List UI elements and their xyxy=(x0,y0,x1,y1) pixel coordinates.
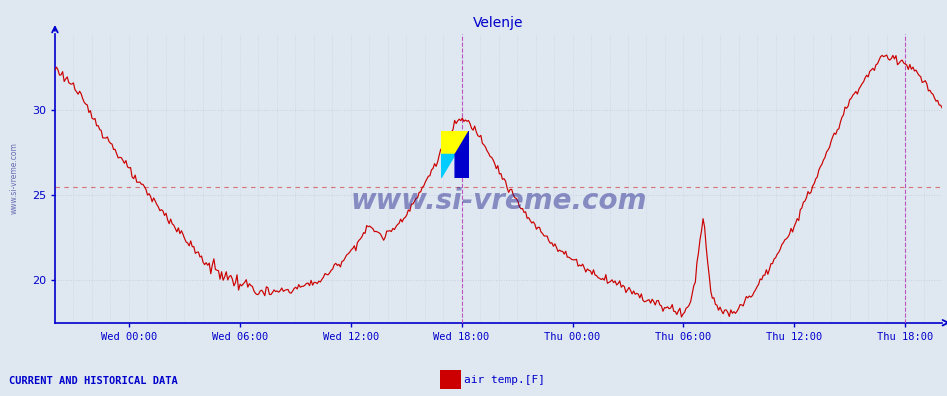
Text: CURRENT AND HISTORICAL DATA: CURRENT AND HISTORICAL DATA xyxy=(9,376,178,386)
Text: www.si-vreme.com: www.si-vreme.com xyxy=(350,187,647,215)
Polygon shape xyxy=(441,154,456,178)
Polygon shape xyxy=(456,131,470,178)
Text: air temp.[F]: air temp.[F] xyxy=(464,375,545,385)
Text: www.si-vreme.com: www.si-vreme.com xyxy=(9,142,19,214)
Title: Velenje: Velenje xyxy=(474,16,524,30)
Polygon shape xyxy=(441,131,470,154)
